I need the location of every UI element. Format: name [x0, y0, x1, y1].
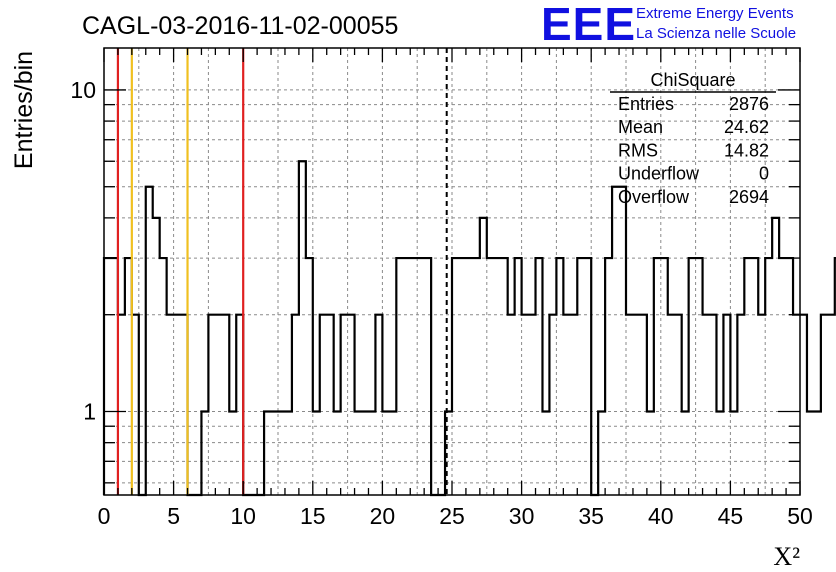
- reference-lines: [116, 48, 448, 495]
- chart-title: CAGL-03-2016-11-02-00055: [82, 12, 398, 40]
- stats-value: 2694: [729, 187, 769, 207]
- stats-value: 24.62: [724, 117, 769, 137]
- logo-line-1: Extreme Energy Events: [636, 5, 794, 22]
- eee-logo: EEE Extreme Energy Events La Scienza nel…: [541, 0, 796, 50]
- x-tick-label: 5: [167, 503, 180, 529]
- logo-line-2: La Scienza nelle Scuole: [636, 25, 796, 42]
- x-tick-label: 40: [648, 503, 674, 529]
- x-tick-label: 15: [300, 503, 326, 529]
- stats-label: Entries: [618, 94, 674, 114]
- y-axis-label: Entries/bin: [10, 51, 38, 169]
- stats-value: 14.82: [724, 140, 769, 160]
- stats-label: Underflow: [618, 164, 700, 184]
- x-tick-label: 35: [578, 503, 604, 529]
- stats-label: Mean: [618, 117, 663, 137]
- x-tick-label: 25: [439, 503, 465, 529]
- stats-label: Overflow: [618, 187, 690, 207]
- x-tick-label: 10: [230, 503, 256, 529]
- histogram: [102, 160, 836, 497]
- axes: 0 5 10 15 20 25 30 35 40 45 50 1 10: [70, 47, 813, 529]
- y-tick-label: 1: [83, 399, 96, 425]
- histogram-step-line: [102, 160, 836, 497]
- x-tick-label: 20: [370, 503, 396, 529]
- x-tick-label: 45: [718, 503, 744, 529]
- x-tick-label: 50: [787, 503, 813, 529]
- stats-box: ChiSquare Entries 2876 Mean 24.62 RMS 14.82 Un…: [610, 70, 776, 207]
- stats-value: 0: [759, 164, 769, 184]
- stats-label: RMS: [618, 140, 658, 160]
- y-tick-label: 10: [70, 77, 96, 103]
- x-tick-label: 0: [98, 503, 111, 529]
- logo-text: EEE: [541, 0, 636, 50]
- x-tick-label: 30: [509, 503, 535, 529]
- stats-value: 2876: [729, 94, 769, 114]
- x-axis-label: X²: [773, 542, 800, 571]
- stats-title: ChiSquare: [650, 70, 735, 90]
